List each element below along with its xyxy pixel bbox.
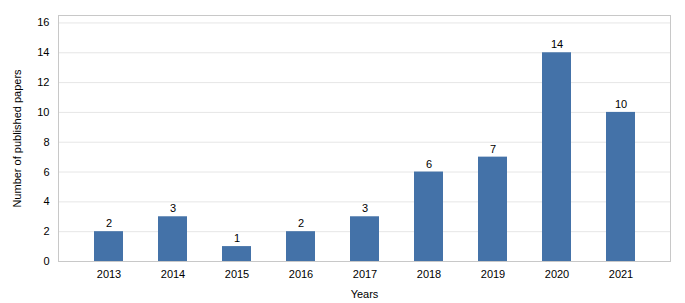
- svg-text:2: 2: [298, 217, 304, 229]
- svg-text:16: 16: [37, 16, 49, 28]
- svg-text:1: 1: [234, 232, 240, 244]
- svg-text:2013: 2013: [97, 268, 121, 280]
- svg-text:Number of published papers: Number of published papers: [11, 69, 23, 208]
- svg-text:8: 8: [43, 136, 49, 148]
- svg-text:0: 0: [43, 255, 49, 267]
- svg-text:2019: 2019: [481, 268, 505, 280]
- svg-text:3: 3: [170, 202, 176, 214]
- svg-text:2017: 2017: [353, 268, 377, 280]
- svg-text:2: 2: [43, 225, 49, 237]
- svg-text:14: 14: [37, 46, 49, 58]
- svg-text:2020: 2020: [545, 268, 569, 280]
- svg-text:2018: 2018: [417, 268, 441, 280]
- svg-text:2016: 2016: [289, 268, 313, 280]
- svg-text:10: 10: [37, 106, 49, 118]
- svg-text:2021: 2021: [609, 268, 633, 280]
- svg-text:3: 3: [362, 202, 368, 214]
- svg-text:2014: 2014: [161, 268, 185, 280]
- svg-text:10: 10: [615, 98, 627, 110]
- svg-text:12: 12: [37, 76, 49, 88]
- svg-text:7: 7: [490, 143, 496, 155]
- svg-text:2015: 2015: [225, 268, 249, 280]
- svg-text:14: 14: [551, 38, 563, 50]
- svg-text:6: 6: [426, 158, 432, 170]
- svg-text:Years: Years: [351, 288, 379, 300]
- svg-text:4: 4: [43, 195, 49, 207]
- svg-text:2: 2: [106, 217, 112, 229]
- svg-text:6: 6: [43, 166, 49, 178]
